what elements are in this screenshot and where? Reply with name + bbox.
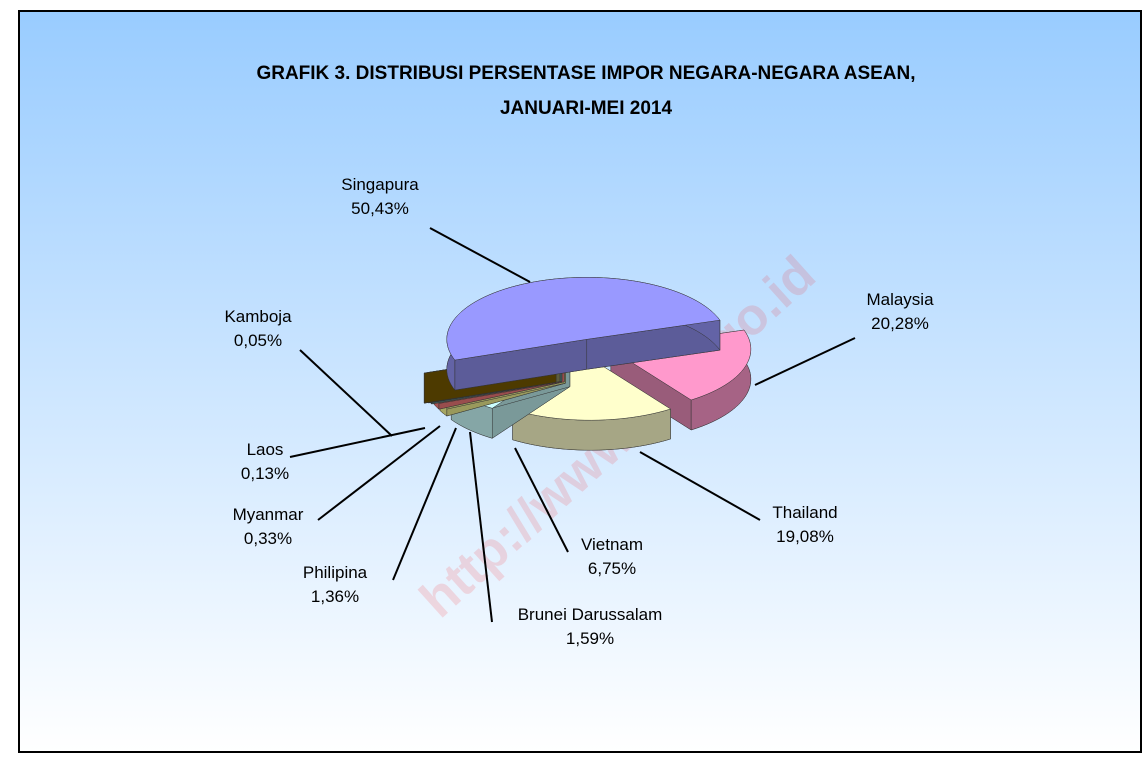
value-label: 20,28% — [871, 314, 929, 333]
value-label: 6,75% — [588, 559, 636, 578]
value-label: 50,43% — [351, 199, 409, 218]
slice-label: Myanmar — [233, 505, 304, 524]
slice-label: Thailand — [772, 503, 837, 522]
value-label: 0,33% — [244, 529, 292, 548]
slice-label: Laos — [247, 440, 284, 459]
value-label: 0,05% — [234, 331, 282, 350]
value-label: 0,13% — [241, 464, 289, 483]
chart-title: JANUARI-MEI 2014 — [500, 98, 673, 119]
slice-label: Vietnam — [581, 535, 643, 554]
value-label: 1,36% — [311, 587, 359, 606]
value-label: 1,59% — [566, 629, 614, 648]
slice-label: Malaysia — [866, 290, 934, 309]
slice-label: Philipina — [303, 563, 368, 582]
slice-label: Kamboja — [224, 307, 292, 326]
value-label: 19,08% — [776, 527, 834, 546]
slice-label: Brunei Darussalam — [518, 605, 663, 624]
slice-label: Singapura — [341, 175, 419, 194]
chart-title: GRAFIK 3. DISTRIBUSI PERSENTASE IMPOR NE… — [256, 63, 915, 84]
